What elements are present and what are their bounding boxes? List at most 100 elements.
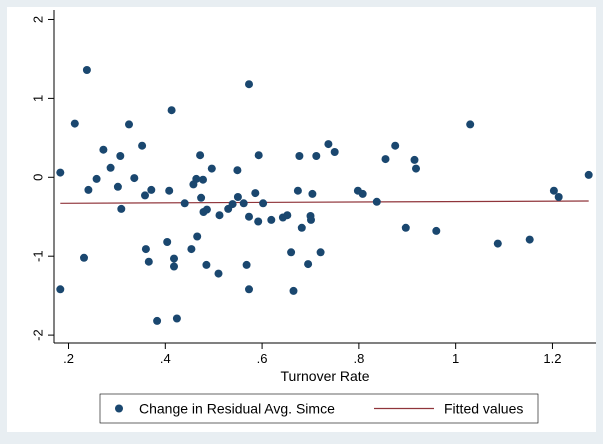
data-point [308, 189, 317, 198]
y-tick-label: 1 [31, 95, 46, 102]
data-point [391, 141, 400, 150]
data-point [113, 182, 122, 191]
data-point [267, 215, 276, 224]
data-point [259, 199, 268, 208]
data-point [239, 199, 248, 208]
data-point [401, 223, 410, 232]
x-axis-title: Turnover Rate [281, 368, 370, 384]
data-point [215, 211, 224, 220]
data-point [316, 248, 325, 257]
data-point [372, 197, 381, 206]
data-point [245, 212, 253, 221]
data-point [92, 174, 101, 183]
data-point [381, 155, 390, 164]
data-point [412, 164, 420, 173]
data-point [192, 174, 201, 183]
data-point [167, 106, 176, 115]
data-point [202, 260, 211, 269]
data-point [99, 145, 108, 154]
data-point [197, 193, 206, 202]
data-point [295, 152, 304, 160]
data-point [493, 239, 502, 248]
data-point [554, 193, 563, 201]
data-point [297, 223, 306, 232]
data-point [153, 316, 162, 325]
data-point [228, 200, 237, 209]
data-point [307, 215, 315, 224]
data-point [163, 238, 172, 246]
data-point [199, 175, 207, 184]
data-point [214, 269, 223, 278]
data-point [147, 185, 156, 194]
x-tick-label: 1 [452, 351, 459, 366]
x-tick-label: .2 [63, 351, 74, 366]
data-point [312, 152, 321, 160]
y-tick-label: -2 [31, 329, 46, 341]
data-point [116, 152, 125, 160]
data-point [187, 245, 196, 254]
data-point [84, 185, 93, 194]
data-point [549, 186, 558, 195]
data-point [358, 189, 367, 198]
data-point [245, 285, 253, 294]
data-point [138, 141, 147, 150]
legend-marker-points [115, 404, 123, 413]
data-point [254, 151, 263, 160]
data-point [56, 285, 65, 294]
data-point [196, 151, 205, 160]
data-point [251, 189, 260, 198]
data-point [254, 217, 263, 226]
data-point [56, 168, 65, 177]
data-point [82, 66, 91, 74]
scatter-points-layer [56, 66, 593, 325]
data-point [410, 155, 419, 164]
data-point [130, 174, 139, 183]
data-point [525, 235, 534, 244]
data-point [80, 253, 88, 262]
data-point [117, 204, 126, 213]
data-point [141, 245, 150, 254]
y-tick-label: 2 [31, 16, 46, 23]
fitted-line [60, 200, 589, 204]
data-point [242, 260, 251, 269]
chart-background [7, 7, 596, 432]
data-point [125, 120, 133, 129]
legend-label-points: Change in Residual Avg. Simce [139, 401, 335, 417]
data-point [207, 164, 216, 173]
data-point [287, 248, 296, 257]
data-point [293, 186, 302, 195]
data-point [233, 193, 242, 201]
data-point [432, 226, 441, 235]
data-point [330, 148, 339, 156]
x-tick-label: .4 [160, 351, 171, 366]
data-point [584, 170, 593, 179]
data-point [165, 186, 174, 195]
data-point [324, 140, 333, 149]
data-point [70, 119, 79, 128]
data-point [170, 262, 178, 271]
y-tick-label: 0 [31, 174, 46, 181]
data-point [170, 254, 178, 263]
legend-label-line: Fitted values [444, 401, 523, 417]
data-point [245, 80, 253, 89]
fitted-line-layer [60, 200, 589, 204]
x-tick-label: .6 [257, 351, 268, 366]
data-point [289, 286, 298, 295]
data-point [283, 211, 292, 220]
legend: Change in Residual Avg. Simce Fitted val… [99, 393, 539, 424]
data-point [106, 163, 115, 172]
data-point [193, 232, 202, 241]
axes: .2 .4 .6 .8 1 1.2 -2 -1 0 1 2 [31, 10, 596, 366]
data-point [466, 120, 475, 129]
data-point [172, 314, 181, 323]
legend-box [99, 393, 539, 424]
data-point [180, 199, 189, 208]
data-point [141, 191, 149, 200]
y-tick-label: -1 [31, 250, 46, 262]
data-point [233, 166, 242, 175]
x-tick-label: 1.2 [543, 351, 561, 366]
data-point [304, 260, 313, 269]
x-tick-label: .8 [353, 351, 364, 366]
